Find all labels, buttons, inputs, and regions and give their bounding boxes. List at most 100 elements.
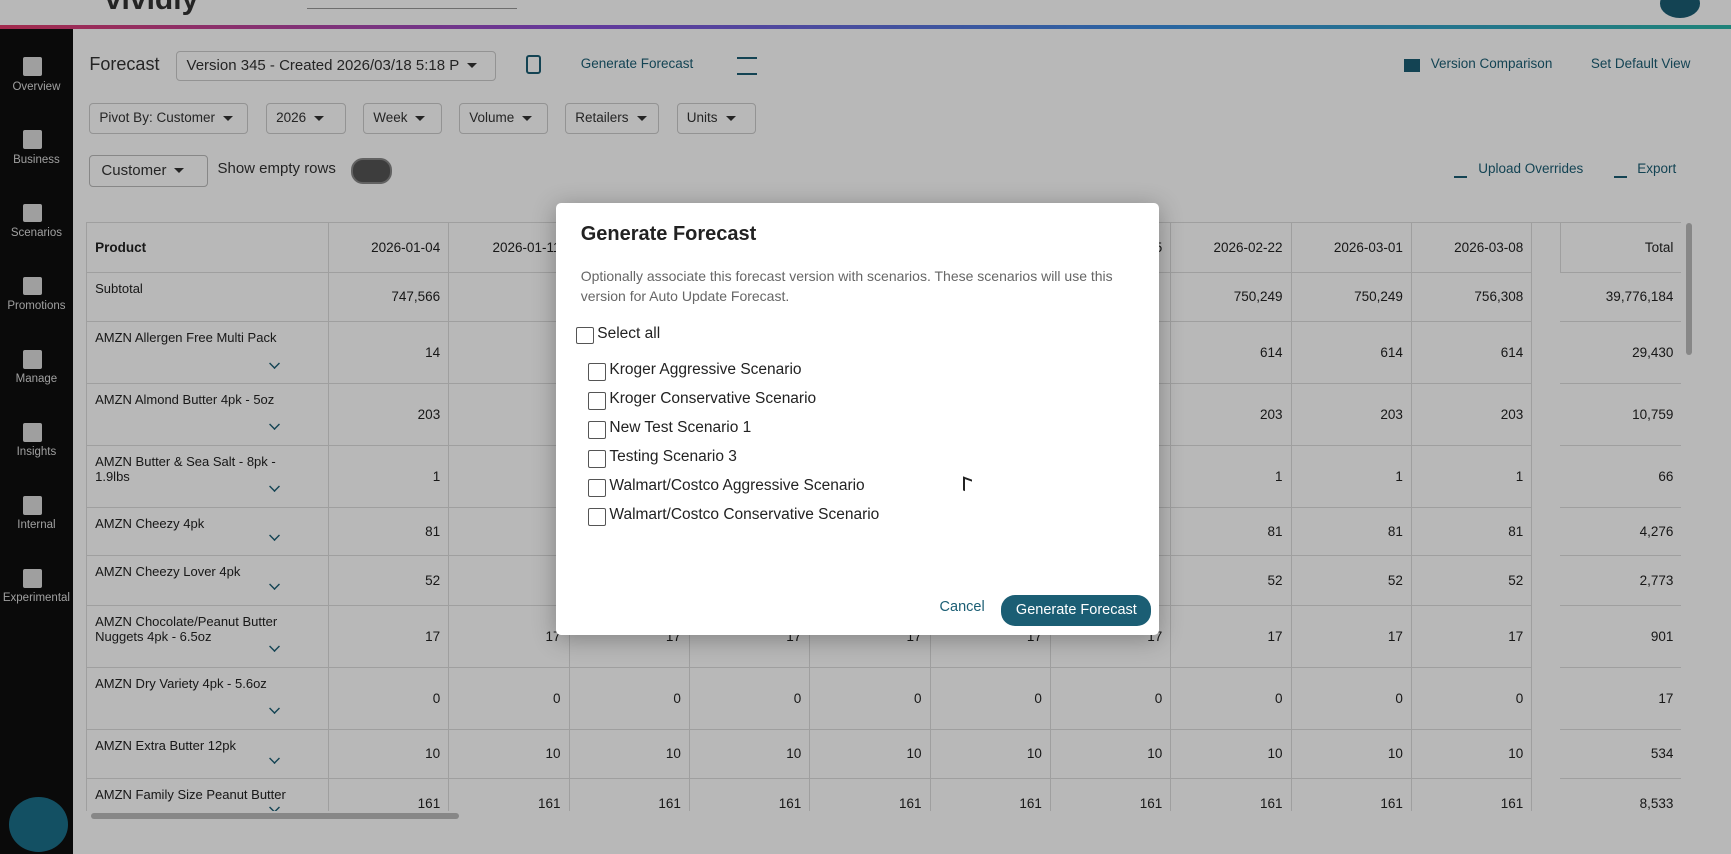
scenario-label[interactable]: Kroger Conservative Scenario <box>609 390 817 408</box>
value-cell: 203 <box>1291 384 1412 446</box>
subtotal-cell: 750,249 <box>1171 272 1292 323</box>
product-cell: AMZN Chocolate/Peanut Butter Nuggets 4pk… <box>87 605 329 668</box>
filter-select[interactable]: Volume <box>459 102 548 134</box>
default-view-link[interactable]: Set Default View <box>1590 56 1691 72</box>
modal-description: Optionally associate this forecast versi… <box>580 268 1113 305</box>
value-cell: 614 <box>1291 322 1412 385</box>
show-empty-label: Show empty rows <box>217 160 336 178</box>
nav-label[interactable]: Overview <box>12 80 61 93</box>
scenario-checkbox[interactable] <box>588 363 607 381</box>
filter-select[interactable]: Pivot By: Customer <box>89 102 249 134</box>
value-cell: 203 <box>1411 384 1533 446</box>
scenario-checkbox[interactable] <box>588 450 607 468</box>
value-cell: 0 <box>810 667 931 730</box>
value-cell: 0 <box>1291 667 1412 730</box>
value-cell: 161 <box>930 779 1051 812</box>
value-cell: 10,759 <box>1559 384 1682 446</box>
filter-select[interactable]: Units <box>676 102 757 134</box>
nav-icon[interactable] <box>23 569 42 588</box>
value-cell: 81 <box>328 507 450 557</box>
nav-icon[interactable] <box>23 276 42 296</box>
scenario-checkbox[interactable] <box>588 508 607 527</box>
cancel-button[interactable]: Cancel <box>939 599 985 616</box>
product-cell: AMZN Extra Butter 12pk <box>87 729 329 780</box>
filter-select[interactable]: Week <box>363 102 442 134</box>
nav-icon[interactable] <box>23 57 42 77</box>
confirm-button[interactable]: Generate Forecast <box>1001 595 1152 626</box>
upload-link[interactable]: Upload Overrides <box>1478 161 1584 177</box>
value-cell: 203 <box>1171 384 1292 446</box>
filter-select[interactable]: 2026 <box>266 102 346 134</box>
nav-icon[interactable] <box>23 130 42 150</box>
value-cell: 0 <box>930 667 1051 730</box>
value-cell: 10 <box>1171 729 1292 780</box>
value-cell: 52 <box>328 556 450 606</box>
select-all-checkbox[interactable] <box>576 326 594 345</box>
column-header: 2026-01-04 <box>328 222 450 273</box>
nav-label[interactable]: Promotions <box>7 299 66 312</box>
scenario-label[interactable]: Walmart/Costco Conservative Scenario <box>609 506 880 524</box>
nav-label[interactable]: Experimental <box>2 592 70 605</box>
nav-icon[interactable] <box>23 495 42 515</box>
value-cell: 203 <box>328 384 450 446</box>
value-cell: 66 <box>1559 445 1682 508</box>
value-cell: 614 <box>1171 322 1292 385</box>
value-cell: 81 <box>1171 507 1292 557</box>
lock-icon <box>525 55 541 74</box>
scenario-label[interactable]: New Test Scenario 1 <box>609 419 752 437</box>
value-cell: 52 <box>1411 556 1533 606</box>
settings-icon[interactable] <box>737 57 758 76</box>
value-cell: 29,430 <box>1559 322 1682 385</box>
scenario-label[interactable]: Walmart/Costco Aggressive Scenario <box>609 477 865 495</box>
value-cell: 17 <box>449 605 570 668</box>
value-cell: 0 <box>1171 667 1292 730</box>
select-all-label[interactable]: Select all <box>597 324 661 342</box>
value-cell: 0 <box>449 667 570 730</box>
nav-label[interactable]: Manage <box>15 372 58 385</box>
value-cell: 161 <box>1291 779 1412 812</box>
value-cell: 161 <box>1171 779 1292 812</box>
nav-icon[interactable] <box>23 203 42 223</box>
column-header: 2026-01-11 <box>449 222 570 273</box>
value-cell: 161 <box>569 779 690 812</box>
scenario-checkbox[interactable] <box>588 479 607 497</box>
value-cell: 10 <box>328 729 450 780</box>
scenario-checkbox[interactable] <box>588 392 607 410</box>
value-cell: 0 <box>569 667 690 730</box>
version-select[interactable]: Version 345 - Created 2026/03/18 5:18 P <box>175 50 496 81</box>
nav-label[interactable]: Internal <box>17 519 56 532</box>
user-avatar[interactable] <box>1660 0 1701 18</box>
scenario-checkbox[interactable] <box>588 421 607 439</box>
search-box <box>306 0 517 9</box>
scenario-label[interactable]: Testing Scenario 3 <box>609 448 737 466</box>
value-cell: 52 <box>1291 556 1412 606</box>
nav-label[interactable]: Business <box>13 153 60 166</box>
value-cell: 10 <box>810 729 931 780</box>
subtotal-cell: 747,566 <box>328 272 450 323</box>
generate-link[interactable]: Generate Forecast <box>580 56 694 72</box>
value-cell: 614 <box>1411 322 1533 385</box>
column-header: Total <box>1559 222 1682 273</box>
nav-label[interactable]: Insights <box>16 446 57 459</box>
filter-select[interactable]: Retailers <box>565 102 660 134</box>
value-cell <box>449 445 570 508</box>
nav-label[interactable]: Scenarios <box>10 226 62 239</box>
column-header[interactable]: Product <box>87 222 329 273</box>
export-icon <box>1614 162 1628 178</box>
toggle[interactable] <box>351 157 392 185</box>
nav-icon[interactable] <box>23 422 42 442</box>
modal-title: Generate Forecast <box>580 222 757 245</box>
compare-link[interactable]: Version Comparison <box>1430 56 1553 72</box>
value-cell: 1 <box>1171 445 1292 508</box>
scenario-label[interactable]: Kroger Aggressive Scenario <box>609 360 802 378</box>
value-cell <box>449 384 570 446</box>
subtotal-cell: 39,776,184 <box>1559 272 1682 323</box>
customer-select[interactable]: Customer <box>89 154 208 187</box>
nav-icon[interactable] <box>23 349 42 369</box>
upload-icon <box>1453 162 1468 178</box>
product-cell: AMZN Dry Variety 4pk - 5.6oz <box>87 667 329 730</box>
subtotal-cell: 750,249 <box>1291 272 1412 323</box>
chat-button[interactable] <box>8 797 69 853</box>
export-link[interactable]: Export <box>1637 161 1677 177</box>
value-cell: 10 <box>689 729 811 780</box>
